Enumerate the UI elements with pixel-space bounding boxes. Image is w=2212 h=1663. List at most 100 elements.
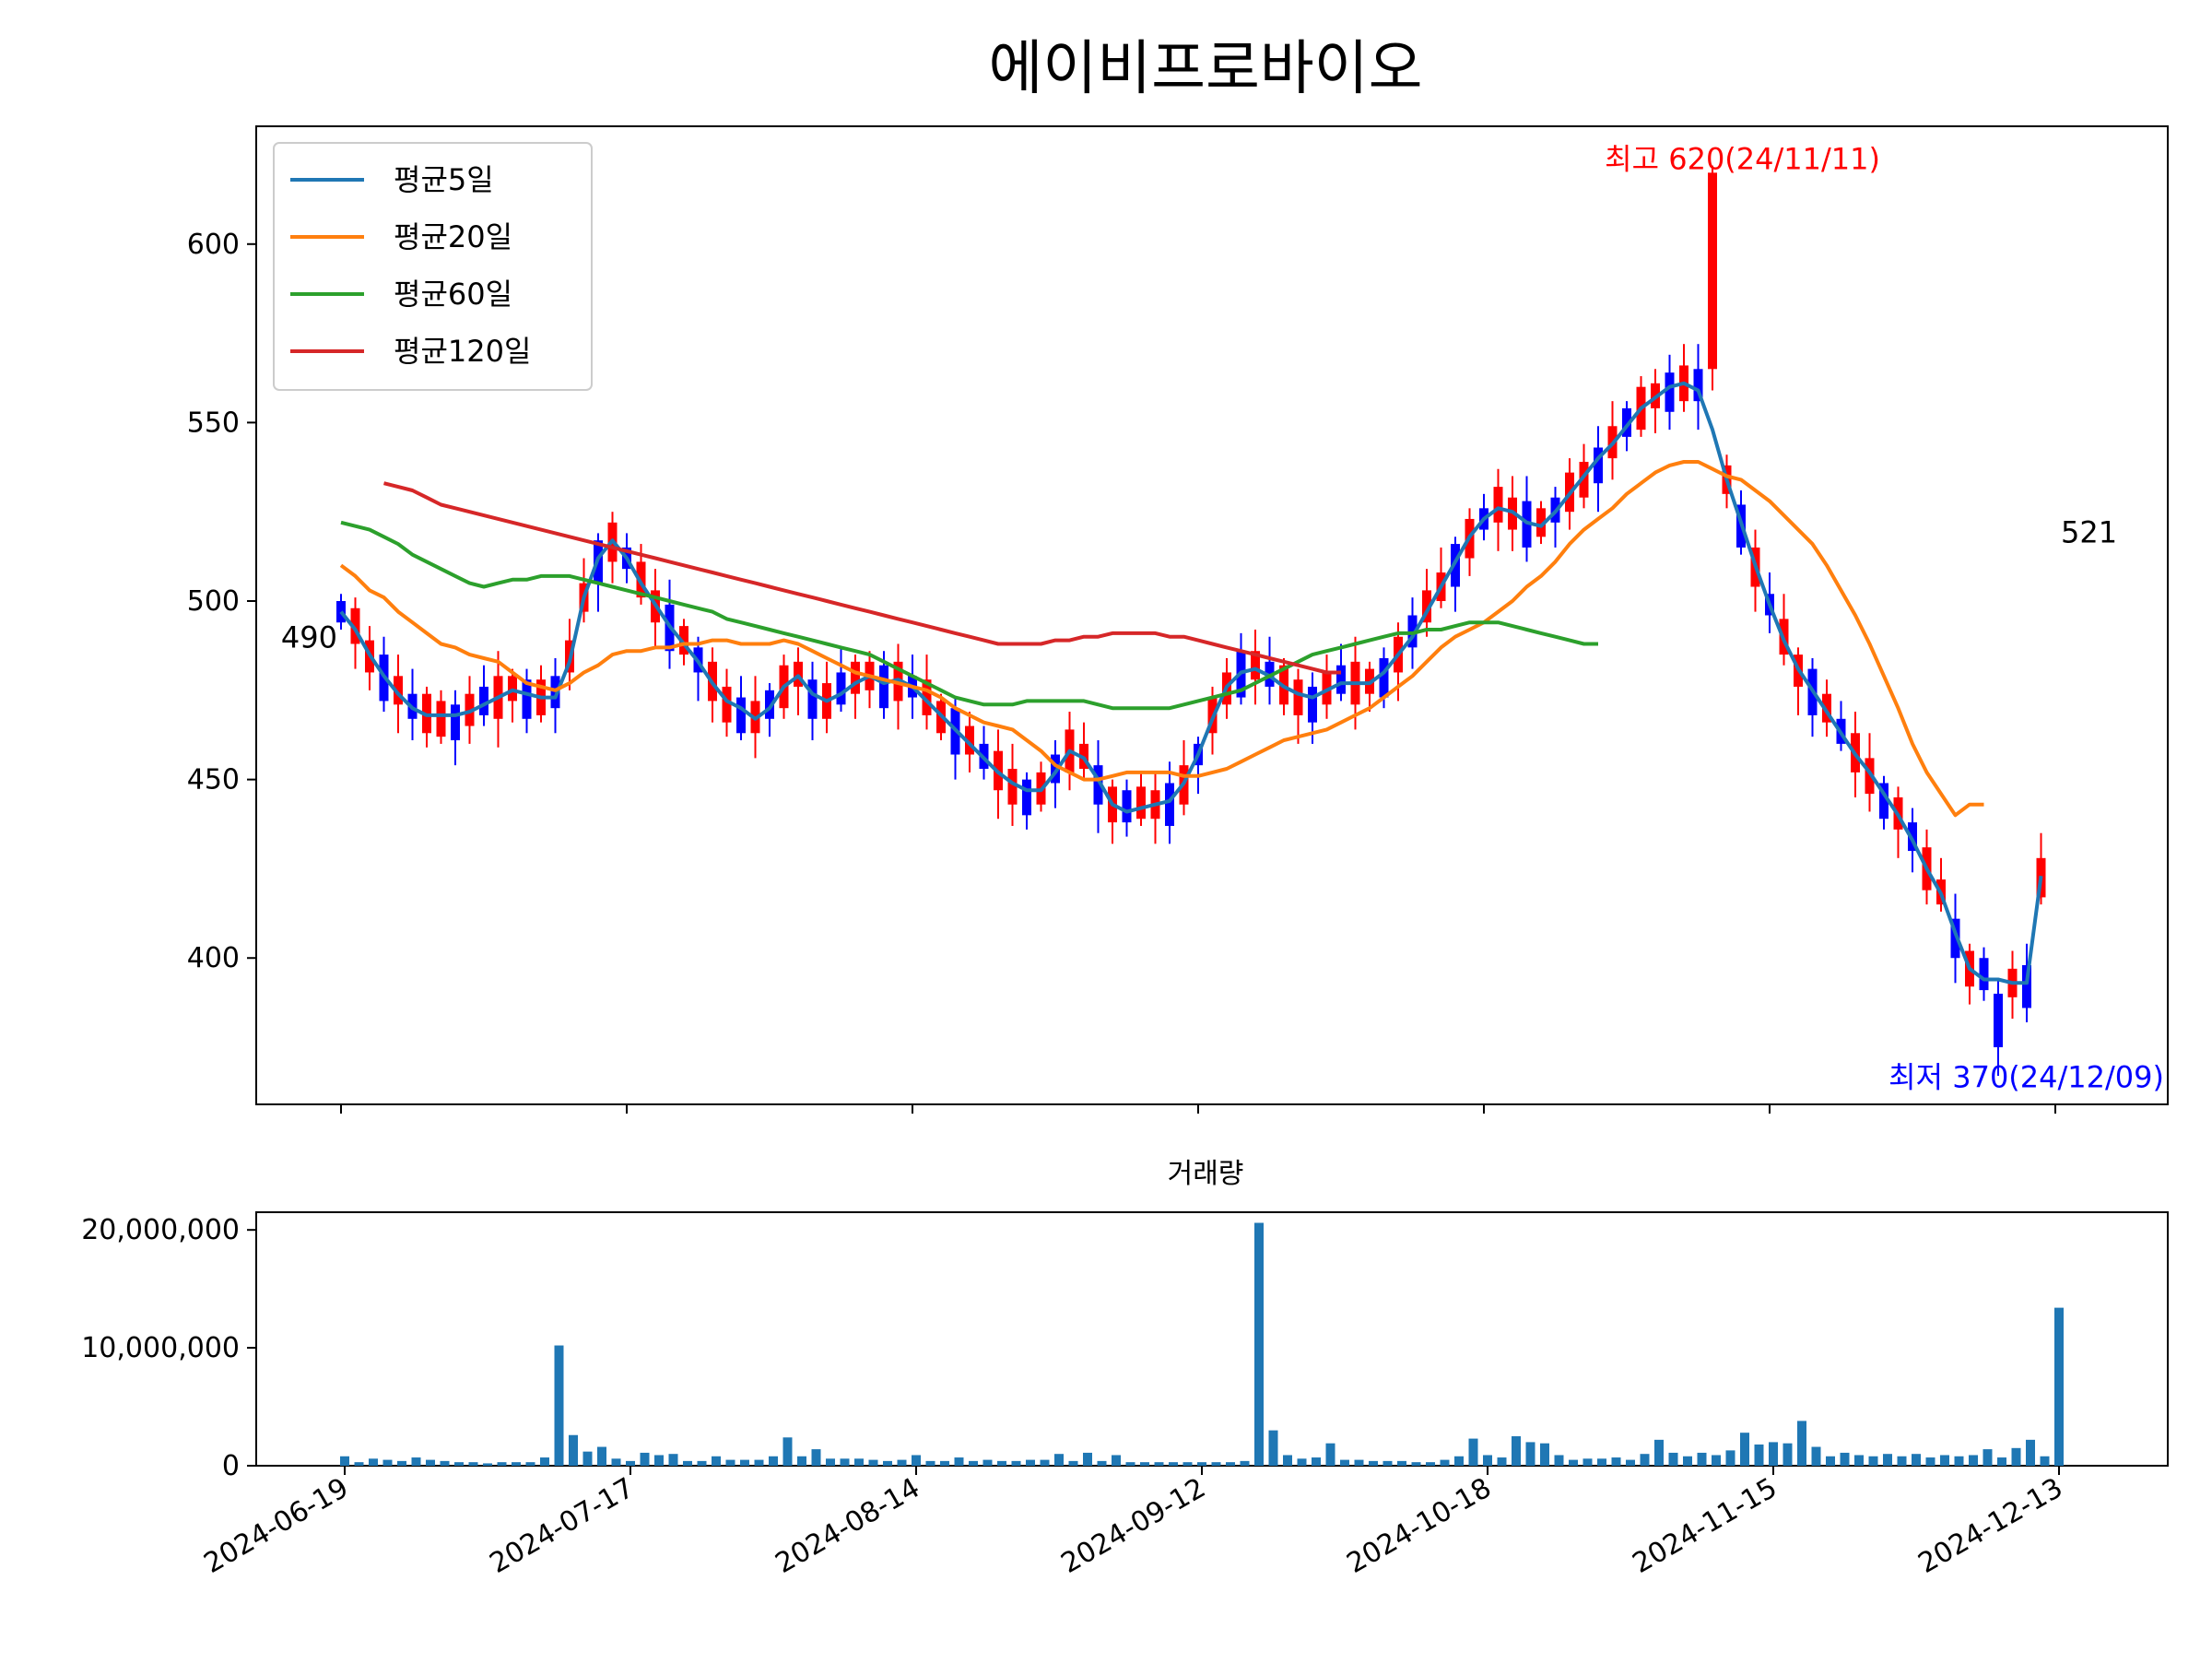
volume-bar bbox=[1497, 1457, 1507, 1466]
volume-bar bbox=[1797, 1421, 1806, 1466]
ma-line-1 bbox=[339, 460, 1984, 818]
candle-body bbox=[807, 679, 818, 719]
volume-bar bbox=[626, 1460, 635, 1466]
volume-bar bbox=[1026, 1459, 1035, 1466]
volume-bar bbox=[997, 1460, 1006, 1466]
volume-bar bbox=[982, 1459, 993, 1466]
volume-bar bbox=[712, 1456, 721, 1466]
volume-bar bbox=[1868, 1456, 1878, 1466]
candle-body bbox=[851, 661, 860, 694]
volume-bar bbox=[483, 1463, 492, 1466]
volume-bar bbox=[1997, 1457, 2006, 1466]
price-y-tick-label: 500 bbox=[187, 585, 240, 618]
candle-body bbox=[1136, 786, 1146, 820]
volume-bar bbox=[1240, 1460, 1250, 1466]
volume-bar bbox=[1468, 1438, 1478, 1466]
volume-bar bbox=[1426, 1462, 1435, 1466]
candle-body bbox=[1979, 958, 1989, 991]
chart-annotation: 490 bbox=[281, 620, 337, 655]
volume-bar bbox=[1826, 1456, 1835, 1466]
legend-entry: 평균5일 bbox=[394, 162, 494, 197]
candle-body bbox=[451, 704, 460, 741]
volume-bar bbox=[512, 1462, 521, 1466]
volume-bar bbox=[1525, 1442, 1535, 1466]
volume-bar bbox=[912, 1455, 921, 1466]
candle-body bbox=[722, 686, 732, 723]
candle-body bbox=[1093, 765, 1103, 805]
volume-bar bbox=[1940, 1455, 1949, 1466]
volume-bar bbox=[1754, 1444, 1764, 1466]
volume-bar bbox=[554, 1345, 564, 1466]
volume-bar bbox=[1983, 1449, 1993, 1466]
volume-bar bbox=[797, 1456, 806, 1466]
volume-y-tick-label: 10,000,000 bbox=[81, 1332, 240, 1364]
candle-body bbox=[1822, 693, 1831, 723]
ma-line-0 bbox=[339, 381, 2043, 985]
candle-body bbox=[1622, 407, 1631, 437]
volume-bar bbox=[1125, 1462, 1135, 1466]
chart-annotation: 최고 620(24/11/11) bbox=[1605, 141, 1880, 176]
volume-y-tick-label: 20,000,000 bbox=[81, 1214, 240, 1246]
volume-bar bbox=[1454, 1456, 1464, 1466]
candle-body bbox=[1950, 918, 1960, 959]
volume-bar bbox=[1226, 1462, 1235, 1466]
candle-body bbox=[1293, 679, 1303, 715]
volume-bar bbox=[1440, 1459, 1450, 1466]
candle-body bbox=[1865, 758, 1875, 795]
volume-bar bbox=[1883, 1454, 1892, 1466]
candle-body bbox=[1493, 487, 1503, 523]
volume-bar bbox=[597, 1446, 606, 1466]
volume-bar bbox=[854, 1458, 864, 1466]
volume-bar bbox=[954, 1457, 964, 1466]
price-axes-frame bbox=[255, 125, 2169, 1105]
volume-bar bbox=[811, 1449, 821, 1466]
candle-body bbox=[1165, 783, 1174, 826]
candle-body bbox=[1536, 508, 1546, 537]
volume-bar bbox=[1597, 1458, 1606, 1466]
volume-bar bbox=[540, 1457, 549, 1466]
volume-bar bbox=[940, 1460, 949, 1466]
volume-bar bbox=[454, 1462, 464, 1466]
volume-bar bbox=[1769, 1442, 1778, 1466]
volume-bar bbox=[840, 1458, 850, 1466]
volume-bar bbox=[925, 1460, 935, 1466]
volume-bar bbox=[1268, 1430, 1278, 1466]
volume-bar bbox=[1512, 1436, 1521, 1466]
volume-bar bbox=[582, 1451, 593, 1466]
candle-body bbox=[1379, 657, 1389, 698]
candle-body bbox=[394, 676, 403, 705]
volume-bar bbox=[969, 1460, 978, 1466]
price-y-tick-label: 450 bbox=[187, 764, 240, 796]
candle-body bbox=[1708, 172, 1717, 370]
volume-bar bbox=[1611, 1457, 1621, 1466]
volume-bar bbox=[1283, 1455, 1292, 1466]
candle-body bbox=[1594, 447, 1603, 484]
price-y-tick-label: 550 bbox=[187, 407, 240, 439]
volume-bar bbox=[697, 1460, 707, 1466]
candle-body bbox=[436, 701, 446, 737]
volume-bar bbox=[354, 1462, 364, 1466]
volume-bar bbox=[754, 1459, 764, 1466]
legend-entry: 평균60일 bbox=[394, 277, 512, 312]
price-y-tick-label: 400 bbox=[187, 942, 240, 974]
candle-body bbox=[1007, 769, 1018, 805]
volume-bar bbox=[1369, 1460, 1378, 1466]
volume-bar bbox=[1654, 1439, 1664, 1466]
volume-bar bbox=[1897, 1456, 1907, 1466]
volume-bar bbox=[1840, 1452, 1850, 1466]
volume-bar bbox=[1312, 1457, 1321, 1466]
volume-bar bbox=[654, 1455, 664, 1466]
candle-body bbox=[836, 672, 846, 705]
candle-body bbox=[1994, 993, 2003, 1048]
volume-bar bbox=[1297, 1458, 1307, 1466]
candle-body bbox=[1336, 665, 1346, 694]
volume-bar bbox=[1397, 1460, 1406, 1466]
volume-bar bbox=[1254, 1222, 1264, 1466]
volume-bar bbox=[382, 1459, 393, 1466]
volume-bar bbox=[1640, 1454, 1650, 1466]
volume-bar bbox=[2011, 1447, 2021, 1466]
volume-bar bbox=[1925, 1457, 1936, 1466]
